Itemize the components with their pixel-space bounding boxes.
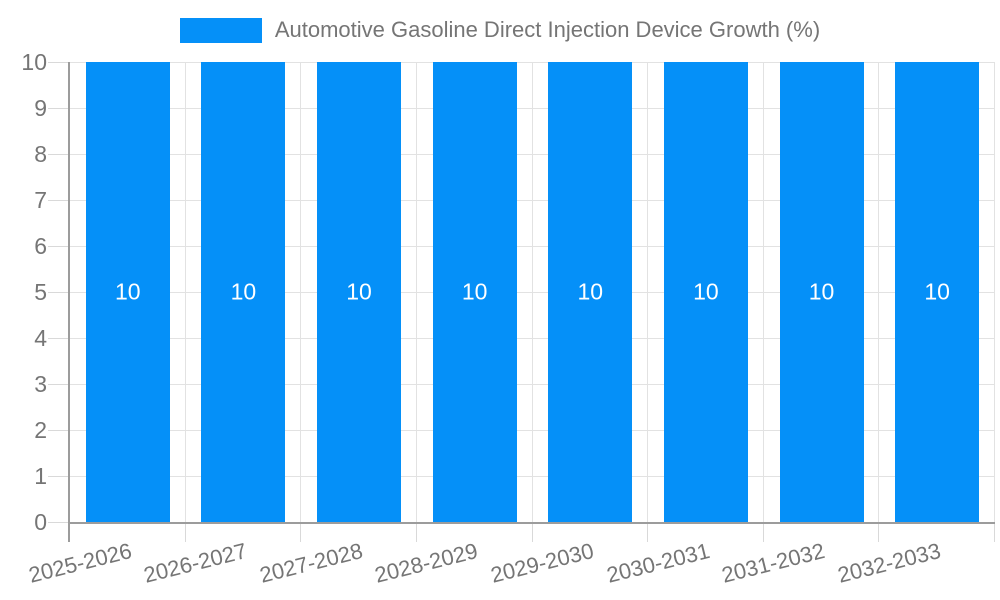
- h-gridline: [70, 475, 995, 477]
- v-gridline: [647, 62, 649, 522]
- y-axis-label: 1: [34, 463, 47, 489]
- x-axis-label: 2031-2032: [719, 538, 828, 588]
- bar-2025-2026[interactable]: 10: [85, 62, 170, 522]
- h-gridline: [70, 383, 995, 385]
- y-axis-tick: [48, 291, 68, 293]
- h-gridline: [70, 61, 995, 63]
- x-axis-label: 2030-2031: [603, 538, 712, 588]
- h-gridline: [70, 429, 995, 431]
- legend[interactable]: Automotive Gasoline Direct Injection Dev…: [0, 17, 1000, 43]
- x-axis-label: 2026-2027: [141, 538, 250, 588]
- v-gridline: [994, 62, 995, 522]
- h-gridline: [70, 337, 995, 339]
- x-axis-label: 2028-2029: [372, 538, 481, 588]
- x-axis-origin-tick: [68, 524, 70, 542]
- x-axis-label: 2029-2030: [488, 538, 597, 588]
- x-axis-label: 2032-2033: [835, 538, 944, 588]
- bar-value-label: 10: [577, 278, 604, 305]
- y-axis-label: 4: [34, 325, 47, 351]
- bar-2029-2030[interactable]: 10: [548, 62, 633, 522]
- h-gridline: [70, 199, 995, 201]
- bar-value-label: 10: [346, 278, 372, 305]
- bar-value-label: 10: [924, 278, 950, 305]
- y-axis-tick: [48, 429, 68, 431]
- y-axis-tick: [48, 383, 68, 385]
- y-axis-label: 9: [34, 95, 47, 121]
- h-gridline: [70, 153, 995, 155]
- y-axis-tick: [48, 475, 68, 477]
- y-axis-tick: [48, 153, 68, 155]
- legend-swatch-icon: [179, 17, 262, 43]
- bar-2032-2033[interactable]: 10: [895, 62, 980, 522]
- y-axis-label: 6: [34, 233, 47, 259]
- bar-2028-2029[interactable]: 10: [432, 62, 517, 522]
- bar-2030-2031[interactable]: 10: [663, 62, 748, 522]
- x-axis-label: 2027-2028: [256, 538, 366, 588]
- y-axis-label: 0: [34, 509, 47, 535]
- v-gridline: [878, 62, 880, 522]
- y-axis-tick: [48, 245, 68, 247]
- y-axis-tick: [48, 61, 68, 63]
- y-axis-tick: [48, 337, 68, 339]
- bar-value-label: 10: [115, 278, 141, 305]
- y-axis-tick: [48, 107, 68, 109]
- legend-label: Automotive Gasoline Direct Injection Dev…: [274, 17, 821, 42]
- h-gridline: [70, 245, 995, 247]
- y-axis-label: 2: [34, 417, 47, 443]
- bar-value-label: 10: [808, 278, 835, 305]
- v-gridline: [300, 62, 302, 522]
- y-axis-label: 8: [34, 141, 47, 167]
- x-axis-tick: [994, 524, 995, 542]
- x-axis-tick: [647, 524, 649, 542]
- x-axis-tick: [300, 524, 302, 542]
- bar-2031-2032[interactable]: 10: [779, 62, 864, 522]
- y-axis-label: 10: [21, 49, 47, 75]
- bar-value-label: 10: [693, 278, 719, 305]
- h-gridline: [70, 291, 995, 293]
- x-axis-tick: [878, 524, 880, 542]
- bar-value-label: 10: [230, 278, 257, 305]
- h-gridline: [70, 107, 995, 109]
- x-axis-tick: [762, 524, 764, 542]
- v-gridline: [415, 62, 417, 522]
- x-axis-tick: [531, 524, 533, 542]
- y-axis-label: 5: [34, 279, 47, 305]
- bar-2027-2028[interactable]: 10: [317, 62, 402, 522]
- x-axis-label: 2025-2026: [25, 538, 134, 588]
- x-axis-tick: [184, 524, 186, 542]
- y-axis-label: 7: [34, 187, 47, 213]
- y-axis-tick: [48, 521, 68, 523]
- v-gridline: [531, 62, 533, 522]
- v-gridline: [184, 62, 186, 522]
- bar-value-label: 10: [461, 278, 488, 305]
- v-gridline: [762, 62, 764, 522]
- plot-area: 10 10 10 10 10 10 10 10: [68, 61, 995, 524]
- bar-2026-2027[interactable]: 10: [201, 62, 286, 522]
- y-axis-label: 3: [34, 371, 47, 397]
- y-axis-tick: [48, 199, 68, 201]
- x-axis-tick: [415, 524, 417, 542]
